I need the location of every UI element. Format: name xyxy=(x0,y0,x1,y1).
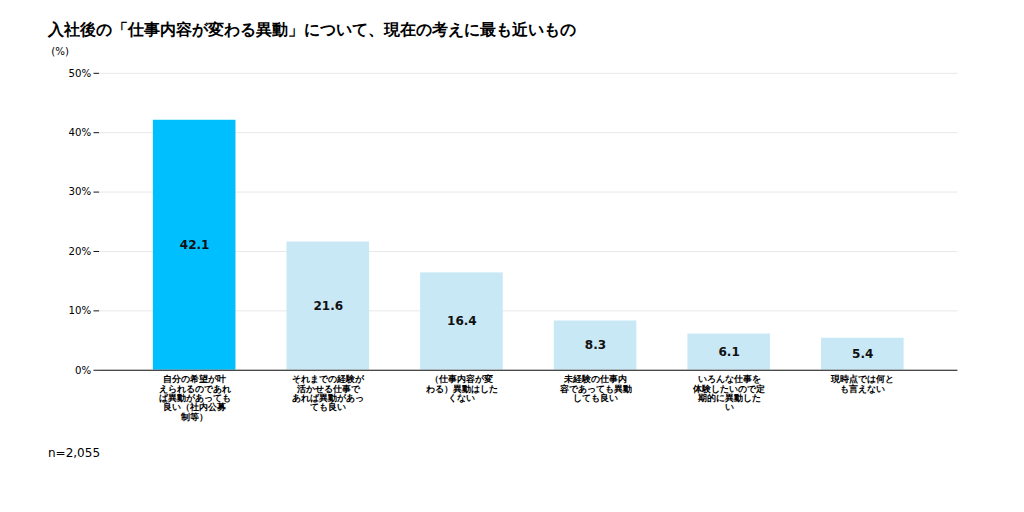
svg-text:0%: 0% xyxy=(75,365,91,376)
svg-text:自分の希望が叶えられるのであれば異動があっても良い（社内公募: 自分の希望が叶えられるのであれば異動があっても良い（社内公募制等） xyxy=(159,373,231,421)
html-text:入社後の「仕事内容が変わる異動」について、現在の考えに最も近: 入社後の「仕事内容が変わる異動」について、現在の考えに最も近いもの xyxy=(48,20,576,39)
svg-text:未経験の仕事内容であっても異動しても良い: 未経験の仕事内容であっても異動しても良い xyxy=(559,373,632,403)
svg-text:(%): (%) xyxy=(51,46,69,57)
svg-text:42.1: 42.1 xyxy=(180,238,210,252)
svg-text:いろんな仕事を体験したいので定期的に異動したい: いろんな仕事を体験したいので定期的に異動したい xyxy=(692,373,765,412)
svg-text:10%: 10% xyxy=(69,305,92,316)
svg-text:それまでの経験が活かせる仕事であれば異動があっても良い: それまでの経験が活かせる仕事であれば異動があっても良い xyxy=(292,373,365,412)
svg-text:16.4: 16.4 xyxy=(447,314,477,328)
svg-text:30%: 30% xyxy=(69,186,92,197)
svg-text:（仕事内容が変わる）異動はしたくない: （仕事内容が変わる）異動はしたくない xyxy=(425,373,498,403)
svg-text:40%: 40% xyxy=(69,127,92,138)
svg-text:8.3: 8.3 xyxy=(585,338,606,352)
svg-text:20%: 20% xyxy=(69,246,92,257)
svg-text:50%: 50% xyxy=(69,68,92,79)
svg-text:21.6: 21.6 xyxy=(313,299,343,313)
svg-text:5.4: 5.4 xyxy=(852,347,873,361)
html-text:n=2,055: n=2,055 xyxy=(48,446,100,460)
svg-text:6.1: 6.1 xyxy=(718,345,739,359)
svg-text:現時点では何とも言えない: 現時点では何とも言えない xyxy=(830,373,894,393)
